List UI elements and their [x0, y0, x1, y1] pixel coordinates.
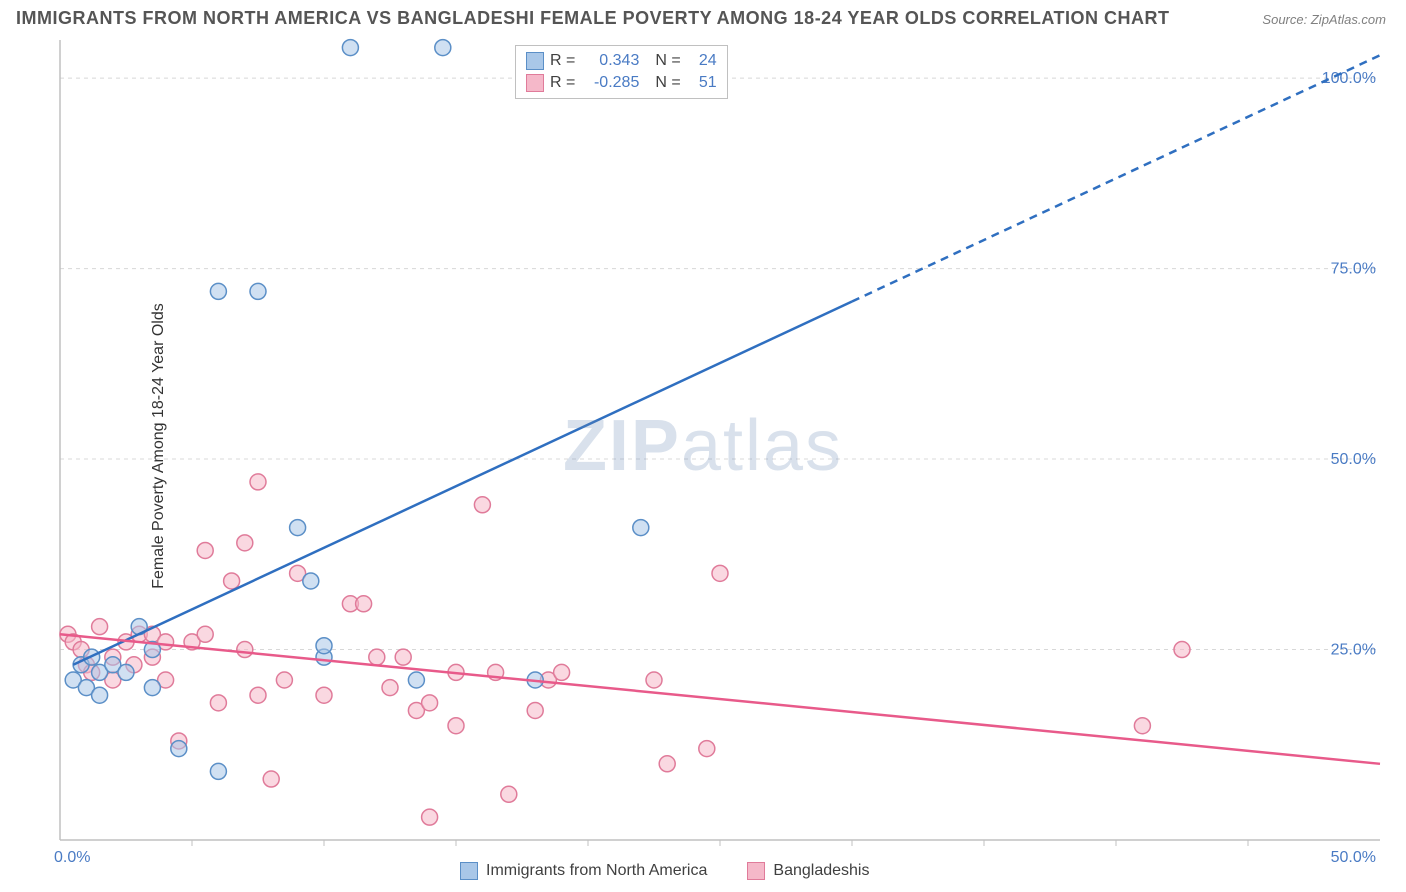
- svg-text:25.0%: 25.0%: [1331, 642, 1376, 659]
- series-legend: Immigrants from North America Bangladeshi…: [460, 862, 869, 880]
- svg-text:75.0%: 75.0%: [1331, 261, 1376, 278]
- legend-label: Bangladeshis: [773, 862, 869, 880]
- svg-text:100.0%: 100.0%: [1322, 70, 1376, 87]
- legend-item: Immigrants from North America: [460, 862, 707, 880]
- legend-swatch: [526, 52, 544, 70]
- r-label: R =: [550, 52, 575, 70]
- stats-legend-row: R = 0.343 N = 24: [526, 50, 717, 72]
- svg-text:50.0%: 50.0%: [1331, 849, 1376, 866]
- stats-legend: R = 0.343 N = 24 R = -0.285 N = 51: [515, 45, 728, 99]
- svg-text:0.0%: 0.0%: [54, 849, 90, 866]
- legend-item: Bangladeshis: [747, 862, 869, 880]
- stats-legend-row: R = -0.285 N = 51: [526, 72, 717, 94]
- legend-swatch: [460, 862, 478, 880]
- r-label: R =: [550, 74, 575, 92]
- r-value: 0.343: [581, 52, 639, 70]
- legend-label: Immigrants from North America: [486, 862, 707, 880]
- legend-swatch: [526, 74, 544, 92]
- svg-text:50.0%: 50.0%: [1331, 451, 1376, 468]
- scatter-chart: 25.0% 50.0% 75.0% 100.0% 0.0% 50.0%: [0, 0, 1406, 892]
- n-label: N =: [655, 74, 680, 92]
- n-value: 24: [687, 52, 717, 70]
- legend-swatch: [747, 862, 765, 880]
- n-label: N =: [655, 52, 680, 70]
- r-value: -0.285: [581, 74, 639, 92]
- n-value: 51: [687, 74, 717, 92]
